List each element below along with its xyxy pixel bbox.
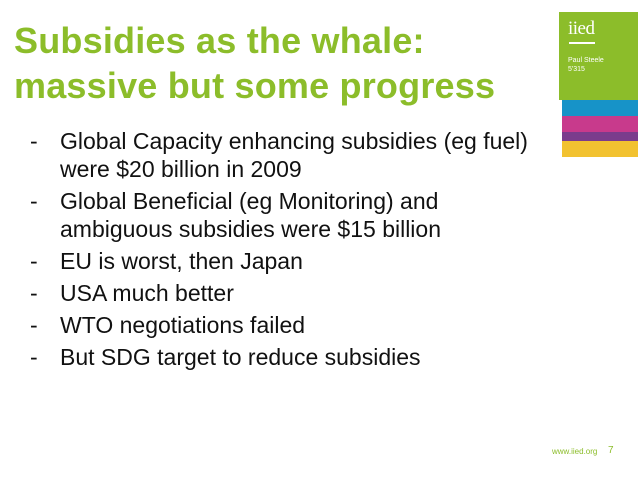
page-number: 7 <box>608 445 614 456</box>
bullet-item: - EU is worst, then Japan <box>30 247 550 275</box>
bullet-marker: - <box>30 312 38 338</box>
bullet-item: - But SDG target to reduce subsidies <box>30 343 550 371</box>
presentation-date: 5'315 <box>568 66 585 73</box>
accent-bar-yellow <box>562 141 638 157</box>
bullet-item: - Global Beneficial (eg Monitoring) and … <box>30 187 550 243</box>
bullet-text: But SDG target to reduce subsidies <box>60 344 421 370</box>
iied-logo-block: iied Paul Steele 5'315 <box>559 12 638 100</box>
bullet-text: WTO negotiations failed <box>60 312 306 338</box>
accent-bar-blue <box>562 100 638 116</box>
bullet-text: USA much better <box>60 280 234 306</box>
bullet-marker: - <box>30 344 38 370</box>
presenter-info: Paul Steele 5'315 <box>568 56 604 74</box>
bullet-item: - Global Capacity enhancing subsidies (e… <box>30 127 550 183</box>
title-line-1: Subsidies as the whale: <box>14 20 425 61</box>
bullet-text: Global Beneficial (eg Monitoring) and am… <box>60 188 442 242</box>
bullet-list: - Global Capacity enhancing subsidies (e… <box>30 127 550 375</box>
presenter-name: Paul Steele <box>568 57 604 64</box>
accent-bar-magenta <box>562 116 638 132</box>
bullet-item: - USA much better <box>30 279 550 307</box>
iied-logo: iied <box>568 18 595 39</box>
bullet-marker: - <box>30 280 38 306</box>
bullet-marker: - <box>30 248 38 274</box>
bullet-text: EU is worst, then Japan <box>60 248 303 274</box>
bullet-marker: - <box>30 188 38 214</box>
logo-underline <box>569 42 595 44</box>
footer-url: www.iied.org <box>552 447 598 456</box>
title-line-2: massive but some progress <box>14 65 496 106</box>
bullet-item: - WTO negotiations failed <box>30 311 550 339</box>
bullet-marker: - <box>30 128 38 154</box>
slide-title: Subsidies as the whale: massive but some… <box>14 18 495 108</box>
bullet-text: Global Capacity enhancing subsidies (eg … <box>60 128 528 182</box>
